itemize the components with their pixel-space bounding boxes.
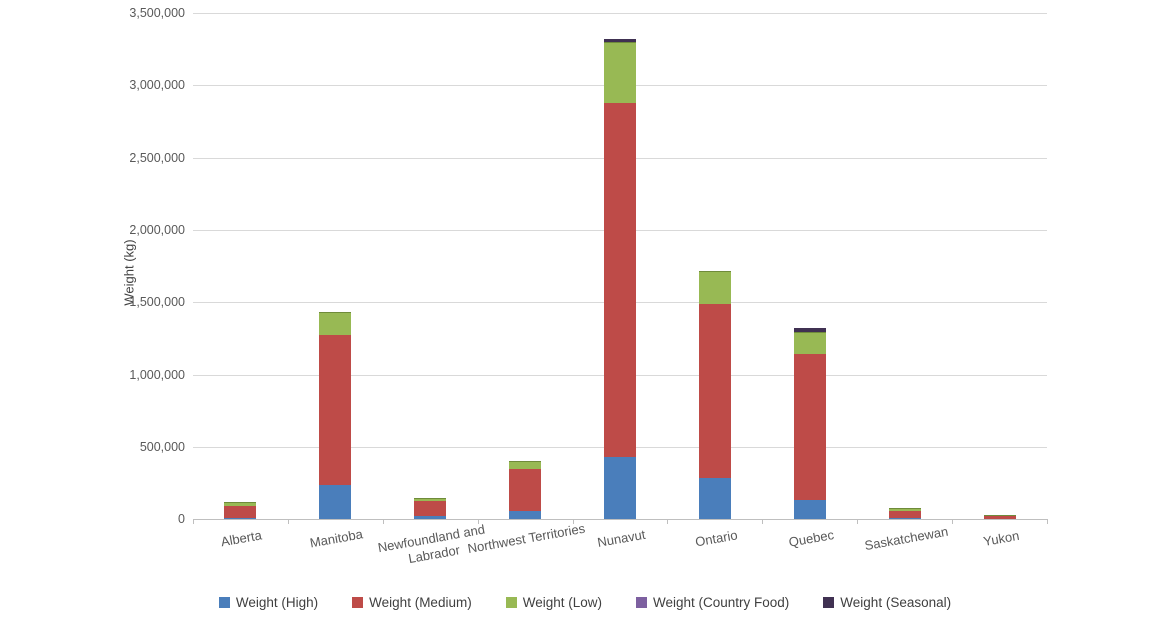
- bar-segment-weight-seasonal: [793, 328, 826, 332]
- bar-segment-weight-low: [983, 514, 1016, 516]
- y-tick-label: 500,000: [139, 440, 185, 454]
- x-axis-tick: [572, 519, 574, 525]
- bar-segment-weight-low: [698, 271, 731, 305]
- legend-item: Weight (Country Food): [635, 595, 790, 610]
- bar-segment-weight-medium: [793, 353, 826, 501]
- bar-segment-weight-high: [414, 516, 447, 520]
- bar-segment-weight-low: [414, 498, 447, 501]
- y-tick-label: 1,000,000: [129, 367, 185, 382]
- x-axis-tick: [193, 519, 194, 525]
- bar-segment-weight-low: [319, 311, 352, 335]
- gridline: [193, 13, 1047, 14]
- x-axis-tick: [477, 519, 479, 525]
- bar-segment-weight-medium: [698, 304, 731, 479]
- x-axis-line: [193, 519, 1047, 521]
- bar-segment-weight-high: [604, 457, 636, 520]
- x-axis-tick: [762, 519, 764, 525]
- bar-segment-weight-high: [793, 500, 826, 520]
- legend-swatch-icon: [823, 597, 835, 608]
- bar-segment-weight-high: [888, 517, 921, 520]
- y-tick-label: 2,000,000: [129, 223, 185, 237]
- bar-segment-weight-high: [698, 478, 731, 520]
- bar-segment-weight-medium: [983, 515, 1016, 519]
- legend-swatch-icon: [352, 597, 364, 608]
- y-tick-label: 1,500,000: [129, 295, 185, 310]
- bar-segment-weight-medium: [888, 510, 921, 518]
- legend-swatch-icon: [635, 597, 647, 608]
- bar-segment-weight-seasonal: [604, 39, 636, 42]
- legend-item: Weight (High): [218, 595, 319, 610]
- y-tick-label: 3,000,000: [129, 78, 185, 93]
- y-tick-label: 2,500,000: [129, 150, 185, 165]
- legend-swatch-icon: [505, 597, 517, 608]
- legend-item: Weight (Seasonal): [823, 595, 951, 610]
- legend-item: Weight (Medium): [352, 595, 472, 610]
- x-axis-tick: [667, 519, 669, 525]
- legend-label: Weight (Country Food): [652, 595, 790, 610]
- bar-segment-weight-medium: [224, 505, 257, 518]
- bar-segment-weight-high: [319, 484, 352, 520]
- legend-item: Weight (Low): [505, 595, 602, 610]
- bar-segment-weight-medium: [509, 468, 542, 512]
- x-axis-tick: [287, 519, 289, 525]
- x-axis-tick: [857, 519, 859, 525]
- bar-segment-weight-medium: [604, 103, 636, 458]
- bar-segment-weight-medium: [319, 334, 352, 485]
- bar-segment-weight-high: [509, 511, 542, 520]
- legend-label: Weight (Medium): [369, 595, 472, 610]
- legend-label: Weight (Seasonal): [840, 595, 952, 610]
- legend-swatch-icon: [218, 597, 230, 608]
- y-tick-label: 0: [178, 512, 185, 527]
- bar-segment-weight-low: [509, 461, 542, 469]
- bar-segment-weight-low: [604, 41, 636, 104]
- x-axis-tick: [1047, 519, 1048, 525]
- legend-label: Weight (Low): [522, 595, 602, 610]
- y-tick-label: 3,500,000: [129, 6, 185, 20]
- bar-segment-weight-medium: [414, 500, 447, 517]
- bar-segment-weight-low: [793, 331, 826, 354]
- bar-segment-weight-low: [224, 501, 257, 506]
- x-axis-tick: [952, 519, 954, 525]
- x-axis-tick: [382, 519, 384, 525]
- bar-segment-weight-low: [888, 508, 921, 511]
- legend-label: Weight (High): [235, 595, 319, 610]
- bar-segment-weight-high: [224, 517, 257, 520]
- chart-legend: Weight (High) Weight (Medium) Weight (Low)…: [0, 595, 1170, 610]
